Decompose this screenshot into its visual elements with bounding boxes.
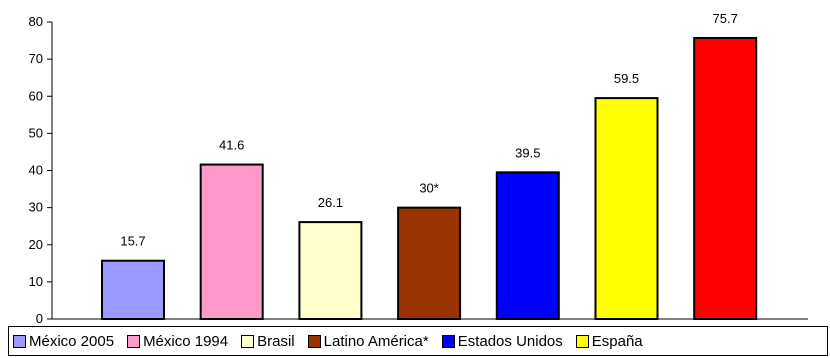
y-tick-label: 30 (29, 200, 43, 215)
legend-label: Latino América* (323, 332, 429, 350)
legend-item: España (575, 332, 643, 350)
bar (101, 259, 165, 320)
legend-swatch (241, 334, 255, 348)
bar (495, 171, 560, 320)
data-label: 75.7 (713, 11, 738, 26)
legend-swatch (441, 334, 455, 348)
legend-item: México 1994 (127, 333, 228, 350)
data-label: 41.6 (219, 138, 244, 153)
data-label: 30* (419, 181, 439, 196)
data-labels: 15.7 41.6 26.1 30* 39.5 59.5 75.7 (120, 11, 738, 249)
bar (397, 206, 462, 320)
legend-item: Latino América* (307, 332, 429, 350)
data-label: 39.5 (515, 145, 540, 160)
legend-item: México 2005 (13, 333, 114, 350)
data-label: 59.5 (614, 71, 639, 86)
legend-item: Brasil (241, 333, 295, 350)
legend-item: Estados Unidos (441, 332, 563, 350)
data-label: 15.7 (120, 234, 145, 249)
legend-label: España (591, 332, 643, 350)
bar (199, 163, 264, 320)
y-tick-label: 40 (29, 163, 43, 178)
y-tick-label: 70 (29, 51, 43, 66)
legend-swatch (307, 334, 321, 348)
bar (298, 221, 363, 320)
legend-label: Brasil (257, 332, 295, 350)
y-tick-label: 20 (29, 237, 43, 252)
y-tick-label: 60 (29, 88, 43, 103)
bar (594, 97, 659, 320)
legend: México 2005 México 1994 Brasil Latino Améri… (8, 326, 828, 356)
y-tick-label: 50 (29, 125, 43, 140)
y-tick-label: 10 (29, 274, 43, 289)
legend-label: México 2005 (29, 332, 115, 350)
legend-label: México 1994 (143, 332, 229, 350)
legend-label: Estados Unidos (457, 332, 563, 350)
y-axis: 0 10 20 30 40 50 60 70 80 (29, 14, 808, 326)
legend-swatch (575, 334, 589, 348)
bar (693, 36, 758, 321)
legend-swatch (127, 334, 141, 348)
data-label: 26.1 (318, 195, 343, 210)
y-tick-label: 80 (29, 14, 43, 29)
bars (101, 36, 758, 321)
y-tick-label: 0 (36, 311, 43, 326)
legend-swatch (13, 334, 26, 348)
